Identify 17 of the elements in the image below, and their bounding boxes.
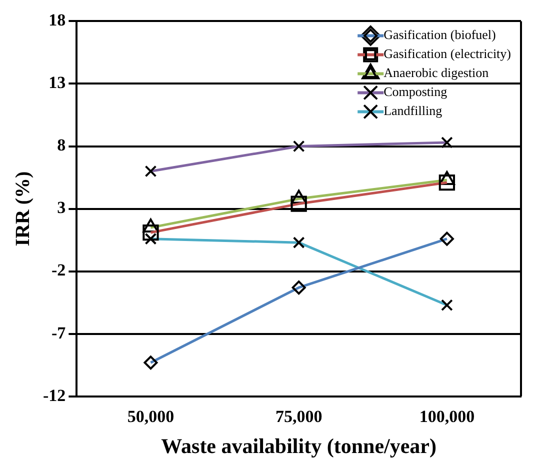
x-tick-label: 75,000 — [275, 406, 322, 426]
y-tick-label: 3 — [57, 198, 66, 218]
y-tick-label: -2 — [51, 260, 66, 280]
legend-label: Landfilling — [384, 103, 443, 118]
y-tick-label: 18 — [48, 10, 66, 30]
x-tick-label: 50,000 — [127, 406, 174, 426]
x-tick-label: 100,000 — [419, 406, 475, 426]
y-axis-title: IRR (%) — [12, 171, 34, 246]
y-tick-label: 8 — [57, 136, 66, 155]
legend-label: Gasification (electricity) — [384, 46, 512, 62]
y-tick-label: -7 — [51, 323, 66, 342]
y-tick-label: 13 — [48, 73, 66, 92]
legend-label: Gasification (biofuel) — [384, 27, 496, 42]
legend-label: Composting — [384, 84, 448, 100]
y-tick-label: -12 — [42, 386, 66, 405]
legend-label: Anaerobic digestion — [384, 65, 490, 80]
x-axis-title: Waste availability (tonne/year) — [161, 434, 436, 458]
